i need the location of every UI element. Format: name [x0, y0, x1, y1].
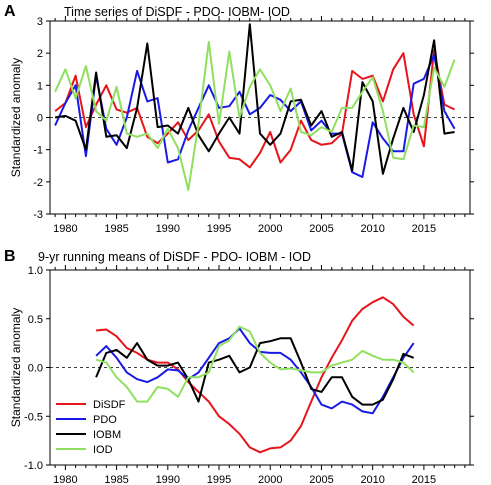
- panel-a-series: [54, 23, 456, 191]
- panel-a-x-tick-label: 1980: [53, 223, 77, 235]
- panel-b-x-tick-label: 1980: [53, 474, 77, 485]
- legend-label-pdo: PDO: [93, 414, 117, 426]
- panel-a-y-tick-label: -3: [33, 209, 43, 221]
- panel-b-series-disdf: [96, 296, 415, 454]
- panel-b-y-tick-label: 0.0: [28, 363, 43, 375]
- panel-b-y-tick-label: -0.5: [24, 411, 43, 423]
- panel-b-title: 9-yr running means of DiSDF - PDO- IOBM …: [38, 250, 311, 264]
- panel-a-label: A: [4, 3, 16, 20]
- panel-a-series-iod: [54, 40, 456, 191]
- legend-label-disdf: DiSDF: [93, 399, 126, 411]
- panel-a-y-tick-label: 1: [37, 80, 43, 92]
- panel-a-x-tick-label: 1995: [207, 223, 231, 235]
- panel-a-x-tick-label: 2010: [360, 223, 384, 235]
- panel-b-x-tick-label: 2015: [412, 474, 436, 485]
- panel-b-x-tick-label: 1995: [207, 474, 231, 485]
- panel-b-axes: -1.0 -0.5 0.0 0.5 1.0 1980 1985 1990 1995 2000 200…: [24, 265, 474, 485]
- panel-b-series-pdo: [95, 327, 415, 415]
- panel-a-x-tick-label: 1985: [104, 223, 128, 235]
- panel-b-y-tick-label: -1.0: [24, 460, 43, 472]
- panel-a-x-tick-label: 2005: [309, 223, 333, 235]
- panel-b-y-tick-label: 0.5: [28, 314, 43, 326]
- panel-a-y-tick-label: -1: [33, 145, 43, 157]
- panel-b-series: [95, 296, 415, 454]
- panel-b-x-tick-label: 1990: [156, 474, 180, 485]
- panel-a-axes: -3 -2 -1 0 1 2 3 1980 1985 1990 1995 2000 2005 2010 20…: [33, 16, 474, 235]
- panel-a-x-tick-label: 1990: [156, 223, 180, 235]
- legend-label-iod: IOD: [93, 444, 113, 456]
- panel-a-y-tick-label: 2: [37, 48, 43, 60]
- panel-b-x-tick-label: 1985: [104, 474, 128, 485]
- panel-a-title: Time series of DiSDF - PDO- IOBM- IOD: [64, 5, 290, 19]
- panel-b: B 9-yr running means of DiSDF - PDO- IOB…: [4, 248, 474, 485]
- panel-b-series-iod: [95, 325, 415, 403]
- panel-a-x-tick-label: 2000: [258, 223, 282, 235]
- legend-label-iobm: IOBM: [93, 429, 121, 441]
- panel-b-y-axis-title: Standardized anomaly: [9, 308, 23, 427]
- panel-b-x-tick-label: 2005: [309, 474, 333, 485]
- panel-a-y-tick-label: -2: [33, 177, 43, 189]
- panel-a: A Time series of DiSDF - PDO- IOBM- IOD …: [4, 3, 474, 235]
- panel-a-y-tick-label: 3: [37, 16, 43, 28]
- panel-b-label: B: [4, 248, 16, 265]
- panel-b-x-tick-label: 2000: [258, 474, 282, 485]
- panel-b-series-iobm: [95, 337, 415, 406]
- panel-a-y-tick-label: 0: [37, 113, 43, 125]
- panel-b-x-tick-label: 2010: [360, 474, 384, 485]
- panel-b-y-tick-label: 1.0: [28, 265, 43, 277]
- panel-a-series-pdo: [54, 53, 456, 178]
- panel-a-x-tick-label: 2015: [412, 223, 436, 235]
- panel-a-y-axis-title: Standardized anomaly: [9, 58, 23, 177]
- panel-b-legend: DiSDF PDO IOBM IOD: [56, 399, 126, 456]
